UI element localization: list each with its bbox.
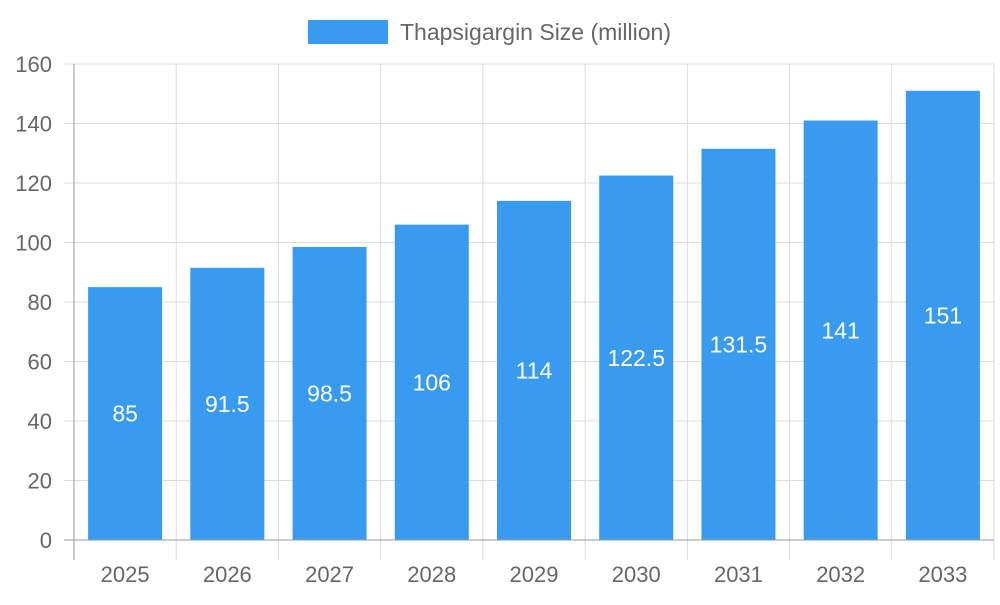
- bar: [803, 120, 878, 541]
- x-tick-label: 2027: [305, 562, 354, 587]
- y-tick-label: 80: [28, 290, 52, 315]
- y-tick-label: 40: [28, 409, 52, 434]
- data-label: 91.5: [205, 391, 250, 417]
- y-tick-label: 100: [15, 231, 52, 256]
- bar: [599, 175, 674, 540]
- y-tick-label: 140: [15, 112, 52, 137]
- bars: [88, 90, 980, 541]
- axes: 0 20 40 60 80 100 120 140 160 2025 2026 2027 2028 202…: [15, 52, 994, 587]
- x-tick-label: 2029: [510, 562, 559, 587]
- x-tick-label: 2032: [816, 562, 865, 587]
- data-label: 141: [821, 317, 859, 343]
- data-labels: 85 91.5 98.5 106 114 122.5 131.5 141 151: [112, 302, 962, 426]
- bar: [701, 148, 776, 540]
- x-tick-label: 2031: [714, 562, 763, 587]
- bar: [190, 267, 265, 540]
- bar: [88, 287, 163, 540]
- x-tick-label: 2033: [918, 562, 967, 587]
- legend[interactable]: Thapsigargin Size (million): [308, 19, 671, 45]
- bar: [292, 246, 367, 540]
- legend-label: Thapsigargin Size (million): [400, 19, 671, 45]
- data-label: 131.5: [710, 331, 768, 357]
- data-label: 114: [516, 357, 553, 383]
- bar: [497, 200, 571, 540]
- data-label: 106: [413, 369, 451, 395]
- x-tick-label: 2025: [101, 562, 150, 587]
- data-label: 98.5: [307, 380, 352, 406]
- x-tick-label: 2028: [407, 562, 456, 587]
- bar: [905, 90, 980, 541]
- data-label: 151: [924, 302, 962, 328]
- y-tick-label: 0: [40, 528, 52, 553]
- data-label: 122.5: [607, 345, 665, 371]
- y-tick-label: 120: [15, 171, 52, 196]
- legend-swatch: [308, 20, 388, 44]
- data-label: 85: [112, 401, 138, 427]
- y-tick-label: 60: [28, 350, 52, 375]
- x-tick-label: 2030: [612, 562, 661, 587]
- y-tick-label: 160: [15, 52, 52, 77]
- y-tick-label: 20: [28, 469, 52, 494]
- x-tick-label: 2026: [203, 562, 252, 587]
- bar: [394, 224, 469, 540]
